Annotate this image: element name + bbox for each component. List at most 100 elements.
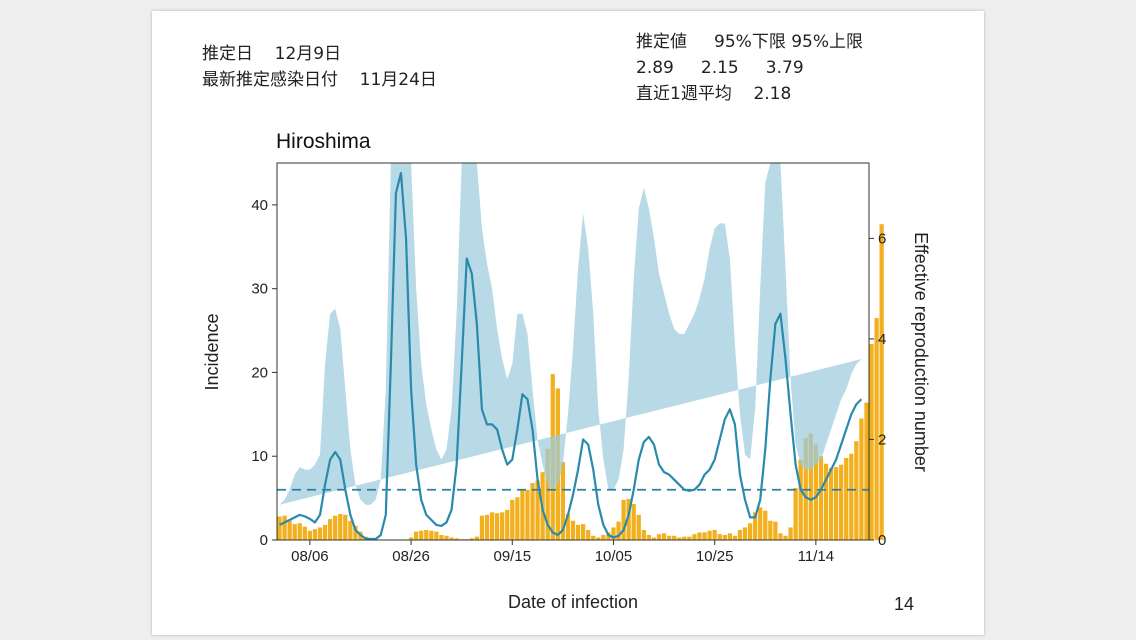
incidence-bar	[758, 507, 763, 540]
incidence-bar	[505, 509, 510, 540]
week-avg-value: 2.18	[753, 84, 792, 104]
incidence-bar	[515, 497, 520, 540]
incidence-bar	[798, 459, 803, 540]
incidence-bar	[474, 536, 479, 540]
incidence-bar	[439, 534, 444, 540]
incidence-bar	[869, 343, 874, 540]
incidence-bar	[530, 483, 535, 540]
incidence-bar	[570, 520, 576, 540]
incidence-bar	[302, 526, 307, 540]
incidence-bar	[525, 489, 530, 540]
y-right-tick-label: 4	[878, 331, 886, 348]
plot-area: 0 10 20 30 40 0 2 4 6 08/06 08/26 09/15 10/05 10/25 11…	[251, 162, 886, 565]
incidence-bar	[677, 537, 682, 540]
incidence-bar	[535, 480, 540, 540]
incidence-bar	[687, 536, 692, 540]
incidence-bar	[489, 512, 495, 540]
incidence-bar	[667, 535, 672, 540]
incidence-bar	[778, 533, 783, 540]
incidence-bar	[575, 524, 581, 540]
incidence-bar	[641, 529, 646, 540]
incidence-bar	[545, 448, 550, 540]
incidence-bar	[611, 527, 616, 540]
estimate-info: 推定日 12月9日 最新推定感染日付 11月24日	[202, 41, 437, 93]
incidence-bar	[707, 530, 712, 540]
incidence-bar	[702, 532, 707, 540]
incidence-bar	[449, 537, 454, 540]
incidence-bar	[494, 513, 500, 540]
incidence-bar	[444, 535, 449, 540]
incidence-bar	[849, 453, 854, 540]
y-left-tick-label: 20	[251, 364, 268, 381]
incidence-bar	[859, 418, 864, 540]
incidence-bar	[631, 503, 636, 540]
y-left-tick-label: 10	[251, 448, 268, 465]
x-tick-label: 10/05	[595, 548, 633, 565]
incidence-bar	[580, 524, 586, 540]
y-axis-right-title: Effective reproduction number	[911, 232, 931, 472]
incidence-bar	[601, 534, 606, 540]
x-tick-label: 08/06	[291, 548, 329, 565]
incidence-bar	[353, 525, 358, 540]
incidence-bar	[651, 537, 657, 540]
incidence-bar	[783, 535, 788, 540]
estimate-table: 推定値 95%下限 95%上限 2.89 2.15 3.79 直近1週平均 2.…	[636, 29, 863, 107]
incidence-bar	[520, 490, 525, 540]
incidence-bar	[874, 317, 879, 540]
incidence-bar	[424, 529, 429, 540]
incidence-bar	[565, 514, 571, 540]
x-tick-label: 10/25	[696, 548, 734, 565]
x-tick-label: 11/14	[798, 548, 834, 565]
incidence-bar	[297, 523, 302, 540]
col-lower: 95%下限	[714, 32, 786, 52]
incidence-bar	[333, 515, 338, 540]
incidence-bar	[727, 533, 732, 540]
x-tick-label: 08/26	[392, 548, 430, 565]
incidence-bar	[586, 529, 591, 540]
incidence-bar	[591, 535, 596, 540]
r-confidence-band	[279, 163, 862, 505]
incidence-bar	[808, 433, 813, 540]
incidence-bar	[646, 534, 652, 540]
latest-date-value: 11月24日	[359, 70, 437, 90]
chart-title: Hiroshima	[276, 130, 371, 153]
incidence-bar	[823, 463, 829, 540]
incidence-bar	[343, 514, 348, 540]
incidence-bar	[833, 467, 839, 540]
incidence-bar	[277, 516, 282, 540]
incidence-bar	[879, 224, 884, 540]
incidence-bar	[793, 488, 798, 540]
incidence-bar	[717, 534, 722, 540]
incidence-bar	[500, 512, 505, 540]
incidence-bar	[682, 536, 687, 540]
incidence-bar	[763, 510, 768, 540]
incidence-bar	[722, 534, 727, 540]
y-left-tick-label: 0	[260, 532, 268, 549]
incidence-bar	[697, 532, 702, 540]
incidence-bar	[672, 535, 677, 540]
incidence-bar	[479, 515, 485, 540]
incidence-bar	[626, 498, 631, 540]
incidence-bar	[414, 531, 419, 540]
y-right-tick-label: 0	[878, 532, 886, 549]
incidence-bar	[818, 456, 824, 540]
incidence-bar	[282, 515, 287, 540]
col-upper: 95%上限	[791, 32, 864, 52]
incidence-bar	[560, 462, 566, 540]
y-left-tick-label: 40	[251, 197, 268, 214]
incidence-bar	[854, 441, 859, 540]
incidence-bar	[312, 529, 318, 540]
incidence-bar	[616, 521, 621, 540]
incidence-bar	[292, 524, 297, 540]
incidence-bar	[844, 457, 849, 540]
incidence-bar	[768, 520, 773, 540]
lower-value: 2.15	[700, 58, 739, 78]
incidence-bar	[338, 514, 343, 540]
incidence-bar	[348, 520, 353, 540]
incidence-bar	[839, 464, 844, 540]
incidence-bar	[287, 520, 292, 540]
estimate-date-value: 12月9日	[274, 44, 342, 64]
estimate-value: 2.89	[636, 58, 674, 78]
x-tick-label: 09/15	[494, 548, 532, 565]
